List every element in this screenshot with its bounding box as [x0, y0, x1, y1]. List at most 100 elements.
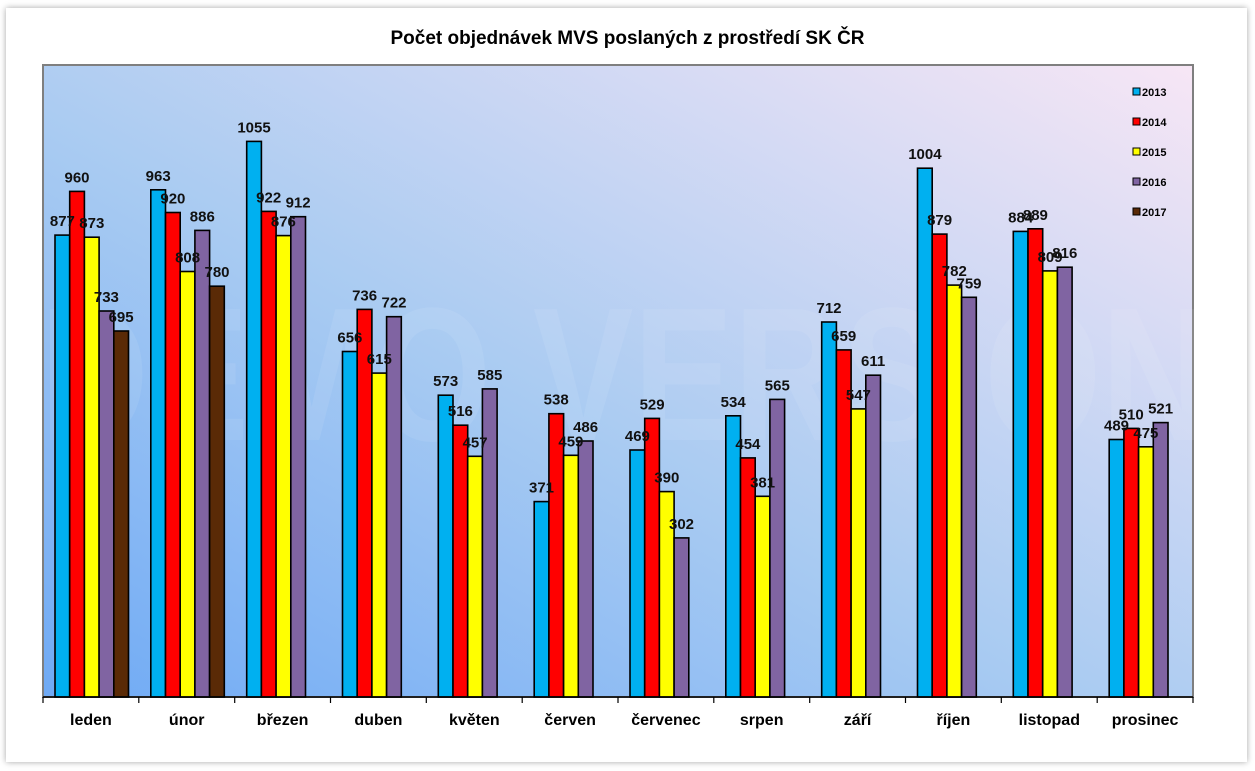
data-label-2015-prosinec: 475 — [1133, 425, 1158, 442]
data-label-2013-květen: 573 — [433, 373, 458, 390]
legend-swatch-2015 — [1132, 147, 1141, 156]
data-label-2016-červen: 486 — [573, 419, 598, 436]
bar-2014-srpen — [739, 457, 756, 698]
data-label-2015-leden: 873 — [79, 215, 104, 232]
bar-2013-únor — [150, 189, 167, 698]
legend-label-2015: 2015 — [1142, 147, 1166, 159]
x-tick-label-srpen: srpen — [740, 712, 784, 729]
bar-2016-září — [864, 374, 882, 698]
bar-2014-červen — [548, 412, 565, 698]
data-label-2013-prosinec: 489 — [1104, 418, 1129, 435]
data-label-2014-květen: 516 — [448, 403, 473, 420]
data-label-2016-duben: 722 — [381, 295, 406, 312]
x-tick-label-květen: květen — [449, 712, 500, 729]
data-label-2016-srpen: 565 — [765, 377, 790, 394]
bar-2013-listopad — [1012, 230, 1029, 698]
bar-2016-prosinec — [1152, 421, 1169, 698]
x-tick-label-leden: leden — [70, 712, 112, 729]
data-label-2014-únor: 920 — [160, 191, 185, 208]
chart-title: Počet objednávek MVS poslaných z prostře… — [390, 28, 865, 49]
data-label-2013-listopad: 884 — [1008, 209, 1034, 226]
bar-2015-listopad — [1041, 270, 1059, 698]
bar-2013-duben — [341, 350, 358, 698]
data-label-2016-únor: 886 — [190, 208, 215, 225]
bar-2013-září — [820, 321, 838, 698]
x-tick-label-prosinec: prosinec — [1112, 712, 1179, 729]
bar-2015-červen — [562, 454, 580, 698]
data-label-2013-březen: 1055 — [237, 119, 270, 136]
bar-2015-leden — [83, 236, 100, 698]
data-label-2016-listopad: 816 — [1052, 245, 1077, 262]
bar-2013-březen — [245, 140, 263, 698]
data-label-2015-červen: 459 — [558, 433, 583, 450]
bar-2015-květen — [466, 455, 484, 698]
x-tick-label-únor: únor — [169, 712, 205, 729]
data-label-2017-leden: 695 — [109, 309, 134, 326]
legend: 2013 2014 2015 2016 2017 — [1132, 87, 1167, 219]
bar-2017-leden — [113, 330, 130, 698]
bar-2014-prosinec — [1123, 427, 1140, 698]
x-tick-label-listopad: listopad — [1019, 712, 1080, 729]
bar-2014-červenec — [643, 417, 661, 698]
bar-2013-srpen — [724, 414, 742, 698]
x-tick-label-březen: březen — [257, 712, 309, 729]
data-label-2014-duben: 736 — [352, 287, 377, 304]
data-label-2013-září: 712 — [816, 300, 841, 317]
data-label-2014-září: 659 — [831, 328, 856, 345]
legend-label-2016: 2016 — [1142, 177, 1166, 189]
bar-2016-duben — [385, 315, 403, 698]
x-tick-label-duben: duben — [354, 712, 402, 729]
data-label-2014-červen: 538 — [544, 392, 569, 409]
bar-2013-prosinec — [1108, 438, 1125, 698]
data-label-2014-březen: 922 — [256, 189, 281, 206]
data-label-2013-leden: 877 — [50, 213, 75, 230]
x-axis: leden únor březen duben květen červen červenec… — [42, 696, 1194, 729]
data-label-2013-únor: 963 — [146, 168, 171, 185]
data-label-2015-únor: 808 — [175, 250, 200, 267]
bar-2014-březen — [260, 210, 277, 698]
data-label-2014-říjen: 879 — [927, 212, 952, 229]
data-label-2013-duben: 656 — [337, 330, 362, 347]
legend-label-2013: 2013 — [1142, 87, 1166, 99]
data-label-2016-červenec: 302 — [669, 516, 694, 533]
data-label-2016-březen: 912 — [286, 195, 311, 212]
legend-swatch-2017 — [1132, 207, 1141, 216]
data-label-2016-květen: 585 — [477, 367, 502, 384]
x-tick-label-září: září — [844, 712, 872, 729]
data-label-2016-leden: 733 — [94, 289, 119, 306]
bar-2015-srpen — [754, 495, 771, 698]
data-label-2014-listopad: 889 — [1023, 207, 1048, 224]
plot-area — [42, 64, 1194, 698]
bar-2013-červen — [533, 500, 550, 698]
legend-swatch-2013 — [1132, 87, 1141, 96]
data-label-2015-září: 547 — [846, 387, 871, 404]
bar-2013-květen — [437, 394, 454, 698]
data-labels-group: 877 963 1055 656 573 371 469 534 712 1004 884 489 96… — [50, 119, 1173, 533]
data-label-2015-srpen: 381 — [750, 474, 775, 491]
bar-2016-říjen — [960, 296, 978, 698]
bar-2014-říjen — [931, 233, 948, 698]
data-label-2014-prosinec: 510 — [1119, 406, 1144, 423]
bar-2015-říjen — [946, 284, 963, 698]
x-tick-label-říjen: říjen — [937, 712, 971, 729]
bar-2016-červen — [577, 440, 594, 698]
bar-2014-listopad — [1027, 228, 1044, 698]
bar-2017-únor — [208, 285, 226, 698]
bar-2016-únor — [194, 229, 211, 698]
legend-label-2017: 2017 — [1142, 207, 1166, 219]
data-label-2015-květen: 457 — [463, 434, 488, 451]
x-tick-label-červen: červen — [544, 712, 596, 729]
data-label-2013-říjen: 1004 — [908, 146, 942, 163]
data-label-2014-leden: 960 — [64, 169, 89, 186]
bar-2013-červenec — [629, 449, 646, 698]
data-label-2016-říjen: 759 — [956, 275, 981, 292]
bar-2016-listopad — [1056, 266, 1073, 698]
bar-2016-srpen — [769, 398, 786, 698]
bar-2013-leden — [54, 234, 71, 698]
bar-2015-prosinec — [1137, 445, 1155, 698]
data-label-2015-duben: 615 — [367, 351, 392, 368]
bar-2015-září — [850, 408, 867, 698]
legend-swatch-2014 — [1132, 117, 1141, 126]
bar-2014-leden — [68, 190, 86, 698]
